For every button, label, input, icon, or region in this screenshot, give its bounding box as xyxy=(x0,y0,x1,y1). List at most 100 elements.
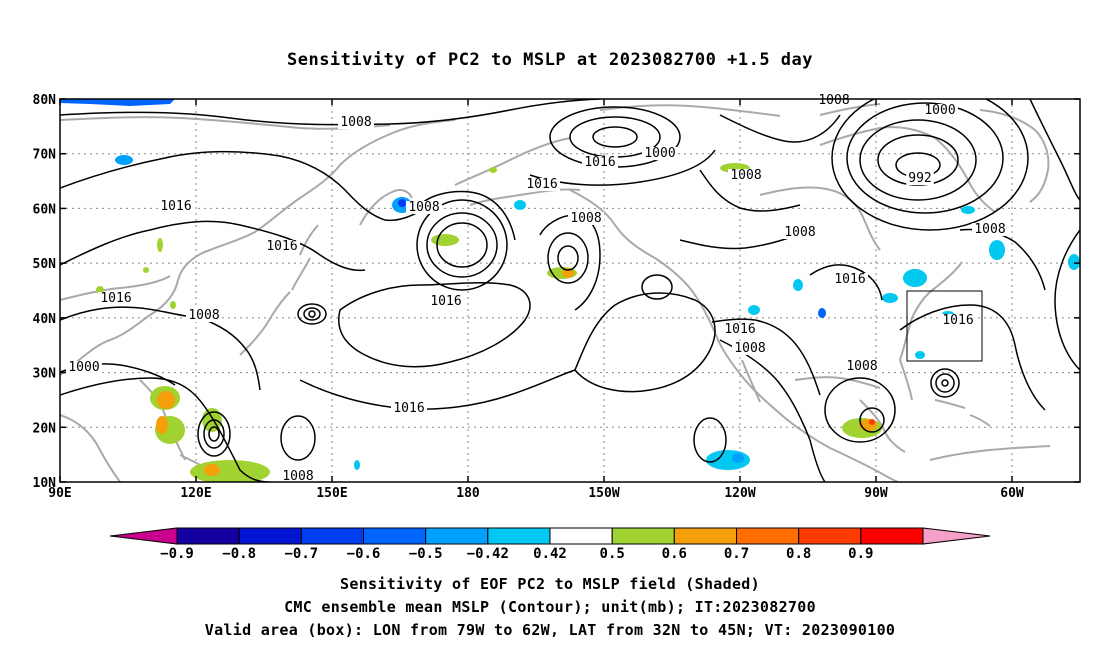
contour-label-bg xyxy=(428,295,464,308)
map-frame xyxy=(59,98,1081,483)
colorbar-label: 0.7 xyxy=(724,546,749,562)
contour-label: 1008 xyxy=(570,211,601,226)
x-tick-label: 120E xyxy=(180,486,211,501)
shade-blob xyxy=(398,199,406,207)
y-tick-label: 50N xyxy=(33,257,57,272)
colorbar-label: −0.6 xyxy=(347,546,381,562)
contour-label: 992 xyxy=(908,171,931,186)
x-tick-label: 150E xyxy=(316,486,347,501)
x-tick-label: 180 xyxy=(456,486,480,501)
colorbar-swatch xyxy=(611,527,675,545)
contour-label: 1008 xyxy=(340,115,371,130)
caption-line-1: Sensitivity of EOF PC2 to MSLP field (Sh… xyxy=(340,575,760,593)
contour-label-bg xyxy=(280,470,316,483)
shade-blob xyxy=(157,391,175,409)
valid-area-box xyxy=(906,290,983,362)
x-tick-label: 60W xyxy=(1000,486,1024,501)
contour-label-bg xyxy=(972,223,1008,236)
contour-label: 1008 xyxy=(974,222,1005,237)
shade-blob xyxy=(170,301,176,309)
contour-label: 1008 xyxy=(846,359,877,374)
colorbar-label: 0.42 xyxy=(533,546,567,562)
contour-label: 1000 xyxy=(644,146,675,161)
colorbar-swatch xyxy=(860,527,924,545)
colorbar-swatch xyxy=(736,527,800,545)
chart-title: Sensitivity of PC2 to MSLP at 2023082700… xyxy=(286,50,813,70)
y-tick-label: 40N xyxy=(33,312,57,327)
contour-label: 1016 xyxy=(266,239,297,254)
shade-blob xyxy=(115,155,133,165)
contour-labels: 1008 1000 1008 992 1000 1008 1016 1008 1016 1016 1… xyxy=(66,93,1008,484)
caption-line-2: CMC ensemble mean MSLP (Contour); unit(m… xyxy=(284,598,816,616)
contour-label-bg xyxy=(66,361,102,374)
y-axis: 10N 20N 30N 40N 50N 60N 70N 80N xyxy=(33,93,57,491)
contour-label: 1008 xyxy=(734,341,765,356)
contour-label: 1008 xyxy=(408,200,439,215)
y-tick-label: 80N xyxy=(33,93,57,108)
contour-label-bg xyxy=(524,178,560,191)
contour-label-bg xyxy=(732,342,768,355)
colorbar-label: 0.9 xyxy=(848,546,873,562)
colorbar-labels: −0.9 −0.8 −0.7 −0.6 −0.5 −0.42 0.42 0.5 0.6 0.7 0.… xyxy=(160,546,873,562)
colorbar-swatch xyxy=(673,527,737,545)
contour-label-bg xyxy=(98,292,134,305)
y-tick-label: 70N xyxy=(33,148,57,163)
colorbar-swatch xyxy=(549,527,613,545)
shade-blob xyxy=(748,305,760,315)
colorbar-label: −0.9 xyxy=(160,546,194,562)
y-tick-label: 30N xyxy=(33,367,57,382)
x-tick-label: 90E xyxy=(48,486,71,501)
shade-blob xyxy=(156,416,168,434)
contour-label-bg xyxy=(922,104,958,117)
shade-blob xyxy=(204,464,220,476)
axis-ticks xyxy=(59,98,1080,483)
shade-blob xyxy=(915,351,925,359)
colorbar-label: −0.8 xyxy=(222,546,256,562)
contour-label-bg xyxy=(940,314,976,327)
contour-label-bg xyxy=(722,323,758,336)
contour-label: 1000 xyxy=(924,103,955,118)
shade-blob xyxy=(793,279,803,291)
contour-label-bg xyxy=(338,116,374,129)
shade-blob xyxy=(514,200,526,210)
shade-blob xyxy=(903,269,927,287)
colorbar-swatch xyxy=(238,527,302,545)
contour-label-bg xyxy=(844,360,880,373)
colorbar-swatch xyxy=(487,527,551,545)
contour-label-bg xyxy=(406,201,442,214)
y-tick-label: 20N xyxy=(33,421,57,436)
colorbar-label: 0.5 xyxy=(600,546,625,562)
coastlines xyxy=(60,103,1051,482)
contour-label: 1008 xyxy=(784,225,815,240)
contour-label-bg xyxy=(832,273,868,286)
shade-blob xyxy=(882,293,898,303)
contour-label: 1008 xyxy=(188,308,219,323)
shade-blob xyxy=(143,267,149,273)
caption-line-3: Valid area (box): LON from 79W to 62W, L… xyxy=(204,621,896,639)
x-axis: 90E 120E 150E 180 150W 120W 90W 60W xyxy=(48,486,1024,501)
shade-blob xyxy=(1068,254,1080,270)
shade-blob xyxy=(562,268,574,278)
contour-label-bg xyxy=(158,200,194,213)
colorbar xyxy=(109,527,991,545)
shade-blob xyxy=(732,453,744,463)
colorbar-swatch xyxy=(798,527,862,545)
shade-blob xyxy=(354,460,360,470)
contour-label: 1016 xyxy=(393,401,424,416)
shade-blob xyxy=(869,419,875,425)
contour-label-bg xyxy=(782,226,818,239)
colorbar-arrow-left xyxy=(109,527,178,545)
contour-label: 1008 xyxy=(282,469,313,484)
colorbar-arrow-right xyxy=(922,527,991,545)
y-tick-label: 60N xyxy=(33,202,57,217)
colorbar-swatch xyxy=(363,527,427,545)
contour-label-bg xyxy=(264,240,300,253)
contour-label-bg xyxy=(391,402,427,415)
shade-blob xyxy=(60,99,175,106)
contour-label: 1016 xyxy=(100,291,131,306)
contour-label: 1016 xyxy=(430,294,461,309)
contour-label: 1008 xyxy=(818,93,849,108)
contour-label-bg xyxy=(642,147,678,160)
shade-blob xyxy=(961,206,975,214)
